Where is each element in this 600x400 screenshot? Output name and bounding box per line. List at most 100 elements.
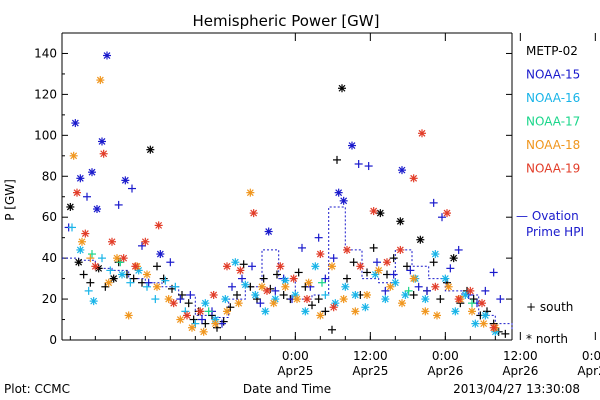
- point-noaa-19-north: [329, 303, 338, 312]
- point-noaa-16-north: [311, 262, 320, 271]
- point-noaa-19-north: [276, 262, 285, 271]
- legend-model-line2: Prime HPI: [526, 225, 584, 239]
- point-noaa-16-north: [301, 307, 310, 316]
- point-metp-02-south: [184, 299, 193, 308]
- point-noaa-16-north: [451, 307, 460, 316]
- point-metp-02-south: [233, 290, 241, 299]
- point-noaa-16-south: [126, 278, 135, 287]
- point-noaa-17-south: [318, 278, 326, 287]
- point-metp-02-south: [369, 243, 378, 252]
- point-metp-02-north: [376, 209, 385, 218]
- point-noaa-15-north: [93, 205, 101, 214]
- point-noaa-16-north: [221, 295, 230, 304]
- point-noaa-18-north: [164, 295, 173, 304]
- point-noaa-16-north: [361, 303, 370, 312]
- point-noaa-18-north: [234, 299, 243, 308]
- point-metp-02-south: [159, 274, 168, 283]
- plot-credit: Plot: CCMC: [4, 382, 70, 396]
- point-metp-02-north: [416, 235, 425, 244]
- point-noaa-16-north: [251, 290, 260, 299]
- point-noaa-19-north: [236, 266, 245, 275]
- point-noaa-16-south: [143, 282, 151, 291]
- point-noaa-15-south: [238, 274, 246, 283]
- y-tick-label: 20: [42, 292, 57, 306]
- point-metp-02-south: [219, 317, 228, 326]
- point-noaa-18-north: [398, 299, 406, 308]
- point-noaa-15-south: [114, 200, 123, 209]
- point-noaa-15-south: [186, 290, 195, 299]
- point-noaa-19-north: [263, 286, 271, 295]
- point-noaa-18-north: [374, 266, 383, 275]
- point-noaa-15-north: [121, 176, 130, 185]
- x-tick-time-label: 12:00: [503, 349, 538, 363]
- x-tick-date-label: Apr26: [502, 364, 538, 378]
- point-noaa-15-north: [339, 196, 348, 205]
- point-noaa-18-north: [351, 307, 360, 316]
- point-noaa-18-north: [211, 319, 220, 328]
- point-noaa-15-south: [176, 295, 185, 304]
- point-noaa-17-south: [204, 307, 213, 316]
- point-noaa-18-north: [199, 327, 208, 336]
- point-noaa-19-north: [466, 286, 475, 295]
- point-noaa-18-north: [78, 237, 86, 246]
- point-noaa-18-north: [96, 76, 105, 85]
- point-noaa-18-north: [104, 278, 113, 287]
- point-noaa-15-north: [88, 168, 96, 177]
- point-noaa-15-north: [398, 166, 406, 175]
- y-tick-label: 100: [34, 128, 57, 142]
- point-metp-02-south: [343, 274, 351, 283]
- y-tick-label: 0: [49, 333, 57, 347]
- point-noaa-17-south: [116, 258, 125, 267]
- point-metp-02-south: [321, 307, 330, 316]
- y-tick-label: 140: [34, 46, 57, 60]
- point-noaa-18-north: [143, 270, 151, 279]
- point-metp-02-south: [101, 282, 110, 291]
- point-noaa-18-north: [444, 282, 453, 291]
- point-noaa-16-north: [76, 245, 85, 254]
- point-metp-02-south: [226, 303, 235, 312]
- point-metp-02-south: [501, 329, 510, 338]
- point-noaa-16-north: [118, 270, 126, 279]
- point-noaa-17-south: [88, 250, 96, 259]
- point-noaa-19-north: [196, 307, 205, 316]
- point-metp-02-south: [328, 325, 336, 334]
- point-noaa-15-south: [446, 264, 455, 273]
- point-metp-02-south: [201, 319, 210, 328]
- point-metp-02-south: [429, 258, 438, 267]
- point-noaa-17-south: [404, 286, 413, 295]
- point-noaa-19-north: [383, 258, 391, 267]
- point-noaa-16-north: [471, 319, 480, 328]
- point-noaa-16-north: [481, 311, 490, 320]
- point-noaa-19-north: [431, 282, 440, 291]
- point-noaa-16-north: [231, 258, 240, 267]
- point-noaa-18-north: [468, 307, 476, 316]
- point-noaa-18-north: [223, 307, 231, 316]
- point-noaa-16-north: [341, 282, 350, 291]
- point-noaa-16-north: [441, 274, 450, 283]
- chart-title: Hemispheric Power [GW]: [193, 12, 380, 30]
- point-metp-02-north: [338, 84, 346, 93]
- point-noaa-18-north: [328, 262, 336, 271]
- point-noaa-19-north: [249, 209, 258, 218]
- point-noaa-15-north: [334, 188, 343, 197]
- point-noaa-19-north: [289, 274, 298, 283]
- point-noaa-18-north: [188, 323, 196, 332]
- point-noaa-18-north: [153, 282, 161, 291]
- legend-symbol-north: * north: [526, 332, 568, 346]
- point-noaa-19-north: [119, 254, 128, 263]
- point-metp-02-south: [436, 295, 445, 304]
- point-noaa-16-north: [391, 278, 400, 287]
- x-axis-label: Date and Time: [243, 382, 331, 396]
- point-noaa-19-north: [316, 250, 325, 259]
- point-noaa-18-north: [124, 311, 133, 320]
- point-noaa-16-north: [201, 299, 210, 308]
- point-metp-02-south: [389, 254, 398, 263]
- point-noaa-15-south: [228, 282, 236, 291]
- point-noaa-15-south: [496, 295, 505, 304]
- point-noaa-18-north: [246, 188, 255, 197]
- x-tick-date-label: Apr26: [427, 364, 463, 378]
- point-metp-02-south: [168, 284, 176, 293]
- x-tick-date-label: Apr27: [577, 364, 600, 378]
- point-noaa-16-north: [241, 280, 250, 289]
